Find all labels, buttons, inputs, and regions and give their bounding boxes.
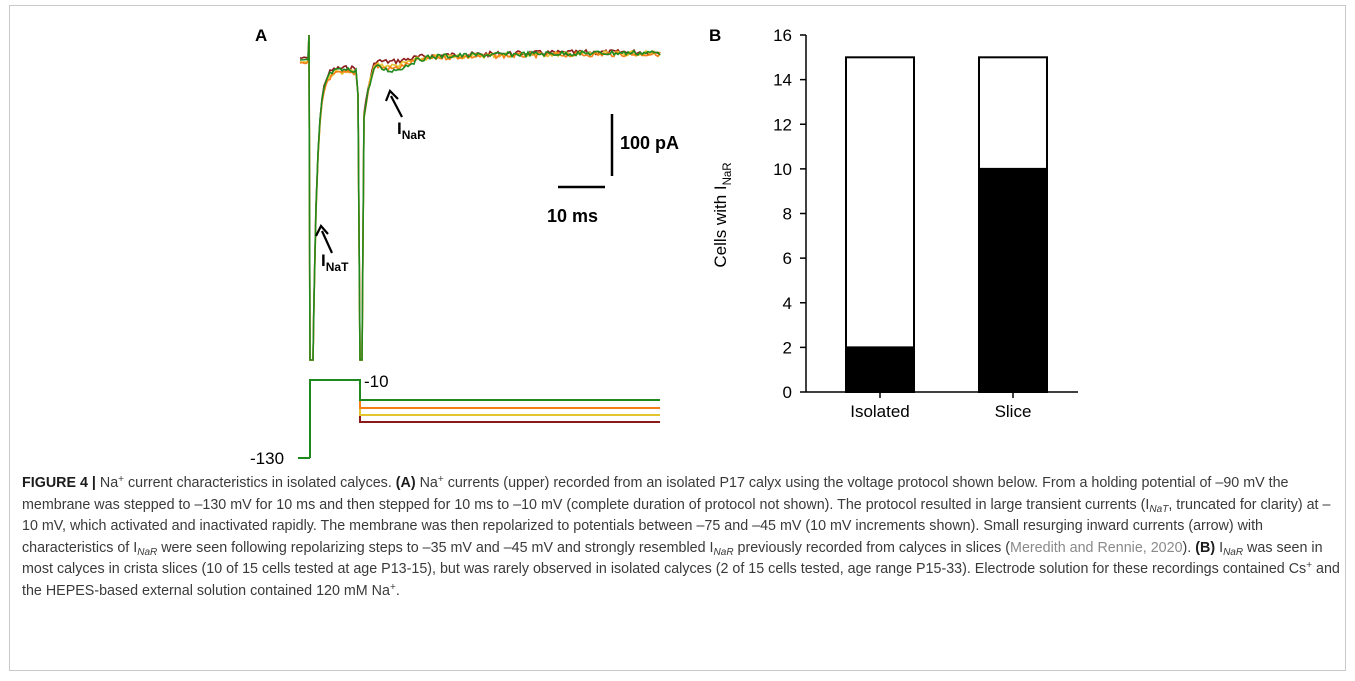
current-scale-label: 100 pA: [620, 133, 679, 153]
transient-current-label: INaT: [321, 251, 349, 274]
panel-a-label: A: [255, 26, 267, 45]
current-trace: [299, 34, 661, 361]
protocol-trace: [309, 379, 660, 458]
caption-sup: +: [389, 581, 396, 593]
y-tick-label: 6: [783, 249, 792, 268]
x-tick-label: Slice: [995, 402, 1032, 421]
protocol-hold-label: -130: [250, 449, 284, 468]
bar-segment-with-inar: [845, 346, 915, 393]
caption-text: Na: [95, 475, 119, 491]
protocol-trace: [309, 379, 660, 458]
current-traces: [299, 34, 661, 361]
caption-sup: +: [1306, 560, 1313, 572]
caption-text: was seen in most calyces in crista slice…: [22, 539, 1323, 578]
caption-sup: +: [437, 474, 444, 485]
current-trace: [299, 34, 661, 361]
caption-sub: NaT: [1149, 503, 1169, 515]
figure-number: FIGURE 4 |: [22, 475, 96, 491]
caption-text: currents (upper) recorded from an isolat…: [22, 475, 1289, 513]
caption-panel-a: (A): [395, 475, 416, 491]
caption-reference-link[interactable]: Meredith and Rennie, 2020: [1010, 539, 1183, 556]
figure-frame: [9, 5, 1346, 671]
caption-text: ).: [1182, 539, 1196, 556]
voltage-protocol: [298, 379, 660, 459]
y-tick-label: 12: [773, 115, 792, 134]
protocol-trace: [309, 379, 660, 458]
figure-graphic: A 100 pA 10 ms INaT INaR -10 -130 B 0 2 4 6…: [250, 26, 1078, 468]
protocol-trace: [309, 379, 660, 458]
time-scale-label: 10 ms: [547, 206, 598, 226]
resurgent-current-arrow: [384, 89, 403, 118]
y-tick-label: 10: [773, 160, 792, 179]
bar-segment-without-inar: [978, 56, 1048, 170]
caption-text: .: [395, 582, 400, 599]
caption-sub: NaR: [137, 546, 158, 558]
y-tick-label: 2: [783, 338, 792, 357]
bar-chart: 0 2 4 6 8 10 12 14 16 Isolated Slice: [773, 26, 1078, 421]
resurgent-current-label: INaR: [397, 119, 426, 142]
caption-sub: NaR: [1223, 546, 1244, 558]
figure-caption: FIGURE 4 | Na+ current characteristics i…: [22, 473, 1340, 603]
caption-text: current characteristics in isolated caly…: [124, 475, 396, 491]
caption-text: were seen following repolarizing steps t…: [157, 539, 714, 556]
caption-text: Na: [415, 475, 438, 491]
y-tick-label: 4: [783, 294, 792, 313]
current-trace: [299, 34, 661, 361]
panel-b-label: B: [709, 26, 721, 45]
current-trace: [299, 34, 661, 361]
caption-sup: +: [118, 474, 125, 485]
transient-current-arrow: [315, 224, 334, 254]
caption-panel-b: (B): [1195, 539, 1216, 556]
caption-text: previously recorded from calyces in slic…: [733, 539, 1011, 556]
caption-text: , truncated for clarity) at –10 mV, whic…: [22, 496, 1331, 556]
caption-sub: NaR: [713, 546, 734, 558]
x-tick-label: Isolated: [850, 402, 910, 421]
protocol-step-label: -10: [364, 372, 389, 391]
bar-segment-with-inar: [978, 167, 1048, 393]
y-axis-title: Cells with INaR: [711, 162, 734, 267]
y-tick-label: 14: [773, 71, 792, 90]
y-tick-label: 0: [783, 383, 792, 402]
caption-text: I: [1215, 539, 1224, 556]
y-tick-label: 16: [773, 26, 792, 45]
y-tick-label: 8: [783, 205, 792, 224]
caption-text: and the HEPES-based external solution co…: [22, 561, 1340, 599]
bar-segment-without-inar: [845, 56, 915, 349]
